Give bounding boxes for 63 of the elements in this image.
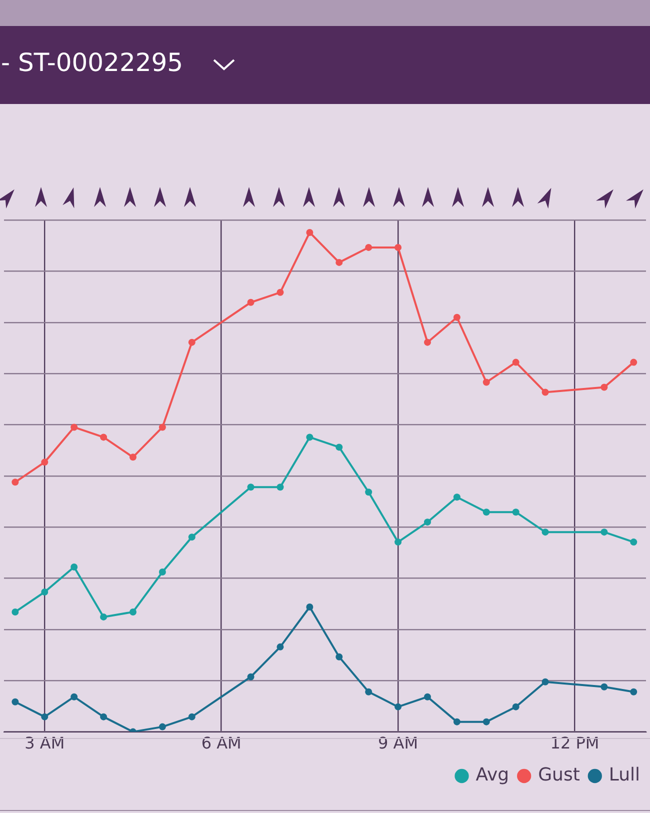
legend-label: Gust [538, 764, 580, 786]
point [70, 424, 78, 431]
point [70, 693, 78, 700]
point [247, 673, 254, 680]
point [100, 434, 108, 441]
point [336, 258, 343, 266]
point [453, 494, 460, 501]
point [100, 713, 108, 720]
point [424, 693, 431, 700]
point [41, 458, 48, 466]
legend-label: Avg [476, 764, 510, 786]
point [158, 424, 166, 431]
point [542, 388, 549, 396]
point [12, 478, 19, 486]
point [365, 688, 372, 696]
point [129, 454, 136, 461]
point [424, 518, 431, 526]
point [394, 703, 402, 710]
point [336, 653, 343, 660]
point [158, 568, 166, 576]
point [394, 244, 402, 251]
point [100, 613, 108, 620]
point [600, 384, 608, 391]
point [512, 703, 520, 710]
point [306, 434, 314, 441]
point [276, 484, 284, 491]
point [600, 528, 608, 536]
point [482, 718, 490, 726]
point [12, 608, 19, 616]
point [394, 538, 402, 546]
point [365, 488, 372, 496]
point [600, 683, 608, 690]
point [247, 298, 254, 306]
point [70, 564, 78, 571]
point [158, 723, 166, 730]
point [482, 508, 490, 516]
point [306, 603, 314, 610]
point [630, 688, 638, 696]
point [482, 378, 490, 386]
point [336, 444, 343, 451]
point [41, 713, 48, 720]
point [424, 338, 431, 346]
point [247, 484, 254, 491]
point [129, 608, 136, 616]
point [630, 538, 638, 546]
point [188, 338, 196, 346]
point [276, 288, 284, 296]
point [188, 534, 196, 541]
point [12, 698, 19, 706]
point [542, 528, 549, 536]
point [276, 643, 284, 650]
point [41, 588, 48, 596]
point [630, 358, 638, 366]
point [188, 713, 196, 720]
legend-label: Lull [608, 764, 640, 786]
point [453, 314, 460, 321]
point [365, 244, 372, 251]
point [306, 228, 314, 236]
point [542, 678, 549, 686]
point [512, 358, 520, 366]
point [512, 508, 520, 516]
chart-title: - ST-00022295 [1, 48, 184, 77]
point [453, 718, 460, 726]
